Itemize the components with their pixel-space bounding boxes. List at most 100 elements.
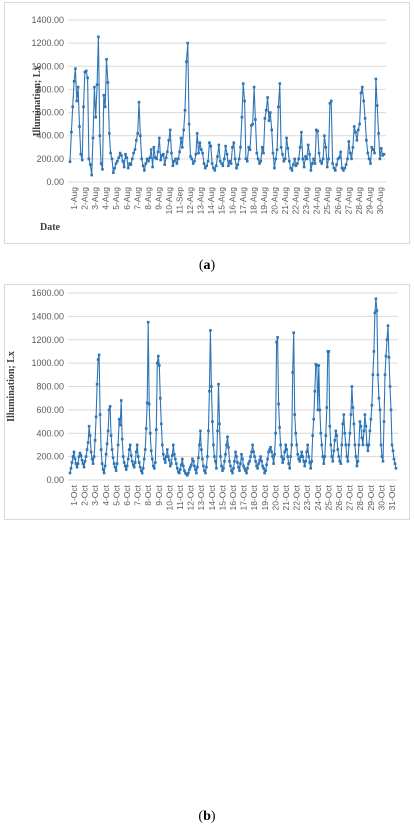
line-chart-b: 0.00 200.00 400.00 600.00 800.00 1000.00 1200.…	[6, 288, 398, 511]
data-point	[168, 458, 171, 462]
data-point	[347, 140, 351, 143]
x-tick-label: 15-Oct	[217, 484, 227, 510]
data-point	[285, 448, 288, 451]
data-point	[254, 460, 257, 463]
data-point	[317, 364, 321, 367]
data-point	[252, 85, 256, 89]
data-point	[202, 464, 205, 468]
data-point	[275, 148, 279, 151]
x-tick-label: 3-Aug	[90, 187, 100, 210]
data-point	[84, 455, 88, 458]
data-point	[363, 117, 367, 120]
data-point	[68, 160, 72, 163]
data-point	[263, 117, 267, 120]
data-point	[278, 82, 282, 85]
data-point	[212, 166, 215, 170]
data-point	[370, 146, 374, 149]
caption-a: (a)	[198, 258, 216, 273]
data-point	[170, 462, 173, 465]
data-point	[368, 429, 372, 433]
data-point	[139, 469, 143, 472]
data-point	[293, 157, 296, 161]
data-point	[128, 443, 132, 447]
data-point	[149, 449, 153, 453]
data-point	[308, 152, 311, 156]
y-tick-label: 1200.00	[31, 335, 64, 345]
data-point	[251, 443, 254, 447]
data-point	[186, 474, 189, 477]
data-point	[107, 408, 111, 412]
data-point	[282, 159, 286, 163]
data-point	[211, 420, 214, 423]
data-point	[232, 141, 236, 144]
data-point	[350, 157, 353, 161]
data-point	[256, 157, 260, 161]
data-point	[325, 165, 329, 169]
data-point	[82, 105, 85, 109]
data-point	[208, 389, 211, 393]
data-point	[381, 154, 384, 157]
data-point	[336, 448, 340, 451]
x-tick-label: 21-Aug	[280, 187, 290, 215]
data-point	[102, 471, 106, 475]
data-point	[286, 147, 290, 150]
data-point	[328, 424, 332, 428]
data-point	[103, 105, 107, 109]
data-point	[174, 157, 177, 161]
x-tick-label: 11-Sep	[175, 187, 185, 214]
data-point	[240, 115, 244, 119]
data-point	[339, 150, 342, 154]
x-tick-label: 19-Aug	[259, 187, 269, 215]
data-point	[299, 455, 302, 458]
x-tick-label: 25-Oct	[323, 484, 333, 510]
data-point	[133, 461, 137, 464]
data-point	[210, 385, 213, 388]
data-point	[307, 455, 310, 458]
data-point	[270, 128, 273, 132]
data-point	[159, 396, 162, 400]
line-chart-a: 0.00 200.00 400.00 600.00 800.00 1000.00 1200.…	[31, 15, 386, 233]
data-point	[260, 146, 264, 149]
data-point	[138, 465, 142, 469]
data-point	[375, 104, 379, 107]
data-point	[213, 169, 217, 172]
data-point	[136, 132, 139, 135]
data-point	[297, 157, 300, 161]
data-point	[323, 455, 327, 458]
data-point	[335, 434, 339, 437]
x-tick-label: 31-Oct	[387, 484, 397, 510]
data-point	[265, 463, 268, 467]
data-point	[297, 457, 300, 461]
x-tick-label: 27-Oct	[345, 484, 355, 510]
data-point	[189, 465, 192, 469]
data-point	[121, 455, 125, 458]
x-tick-label: 14-Aug	[206, 187, 216, 215]
data-point	[319, 431, 323, 435]
data-point	[293, 413, 296, 416]
y-tick-label: 400.00	[36, 131, 64, 141]
data-point	[205, 465, 208, 469]
x-tick-label: 11-Oct	[175, 484, 185, 510]
data-point	[348, 431, 352, 435]
data-point	[80, 158, 84, 162]
data-point	[224, 144, 227, 148]
data-point	[93, 439, 97, 442]
data-point	[218, 159, 222, 163]
data-point	[146, 320, 150, 324]
y-tick-label: 1000.00	[31, 61, 64, 71]
data-point	[306, 143, 310, 147]
data-point	[151, 165, 154, 169]
data-point	[309, 169, 313, 172]
data-point	[241, 457, 244, 461]
x-tick-label: 12-Oct	[186, 484, 196, 510]
data-point	[206, 455, 209, 458]
data-point	[229, 464, 232, 468]
y-tick-label: 600.00	[36, 405, 64, 415]
data-point	[258, 458, 261, 462]
data-point	[112, 462, 116, 465]
data-point	[233, 157, 237, 161]
data-point	[165, 455, 168, 458]
data-point	[97, 35, 100, 39]
data-point	[147, 402, 151, 406]
data-point	[160, 154, 164, 157]
